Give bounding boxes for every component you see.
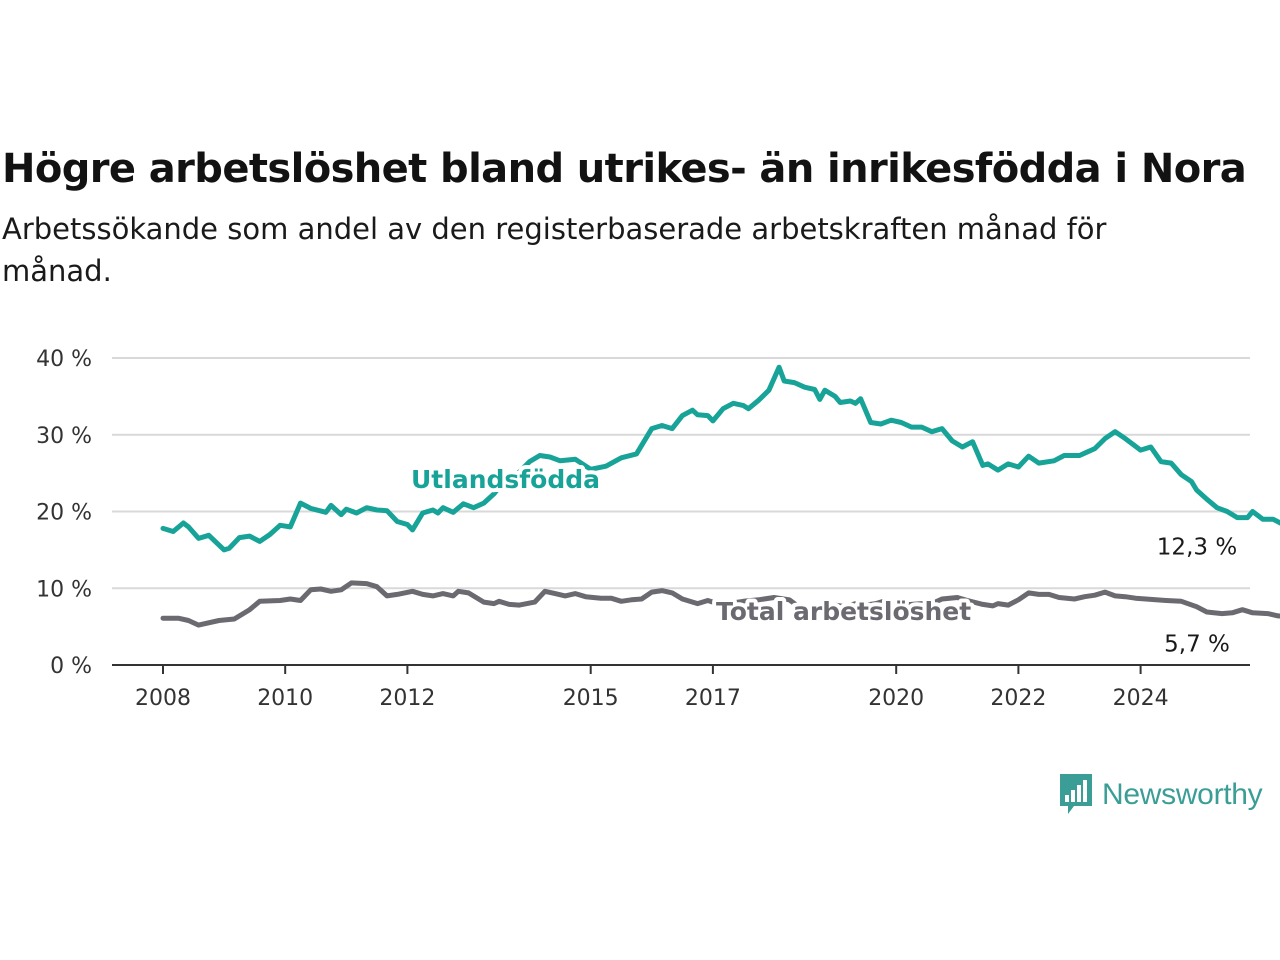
y-axis-ticks: 0 % 10 % 20 % 30 % 40 % bbox=[36, 347, 92, 679]
x-tick-label: 2015 bbox=[563, 686, 619, 711]
x-tick-label: 2008 bbox=[135, 686, 191, 711]
series-label: Utlandsfödda bbox=[411, 465, 600, 494]
series-lines bbox=[160, 364, 1280, 628]
y-tick-label: 0 % bbox=[50, 654, 92, 679]
series-label-halo: Utlandsfödda bbox=[411, 465, 600, 494]
chart-subtitle: Arbetssökande som andel av den registerb… bbox=[2, 212, 1107, 288]
x-tick-label: 2024 bbox=[1113, 686, 1169, 711]
end-value-halo: 5,7 % bbox=[1164, 631, 1230, 657]
x-tick-label: 2017 bbox=[685, 686, 741, 711]
brand-logo[interactable]: Newsworthy bbox=[1058, 772, 1263, 818]
series-label-halo: Total arbetslöshet bbox=[716, 597, 971, 626]
x-axis: 2008 2010 2012 2015 2017 2020 2022 2024 bbox=[112, 664, 1250, 711]
y-tick-label: 20 % bbox=[36, 501, 92, 526]
chart-title: Högre arbetslöshet bland utrikes- än inr… bbox=[2, 146, 1247, 192]
end-value-halo: 12,3 % bbox=[1157, 535, 1237, 561]
gridlines bbox=[112, 357, 1250, 590]
end-value-label: 5,7 % bbox=[1164, 631, 1230, 657]
end-value-label: 12,3 % bbox=[1157, 535, 1237, 561]
y-tick-label: 40 % bbox=[36, 347, 92, 372]
y-tick-label: 10 % bbox=[36, 577, 92, 602]
series-label: Total arbetslöshet bbox=[716, 597, 971, 626]
series-line-0 bbox=[160, 364, 1280, 553]
series-line-1 bbox=[160, 580, 1280, 628]
brand-name: Newsworthy bbox=[1102, 778, 1263, 811]
x-tick-label: 2010 bbox=[257, 686, 313, 711]
y-tick-label: 30 % bbox=[36, 424, 92, 449]
x-tick-label: 2012 bbox=[379, 686, 435, 711]
x-tick-label: 2020 bbox=[868, 686, 924, 711]
bar-chart-speech-icon bbox=[1060, 774, 1092, 814]
x-tick-label: 2022 bbox=[990, 686, 1046, 711]
